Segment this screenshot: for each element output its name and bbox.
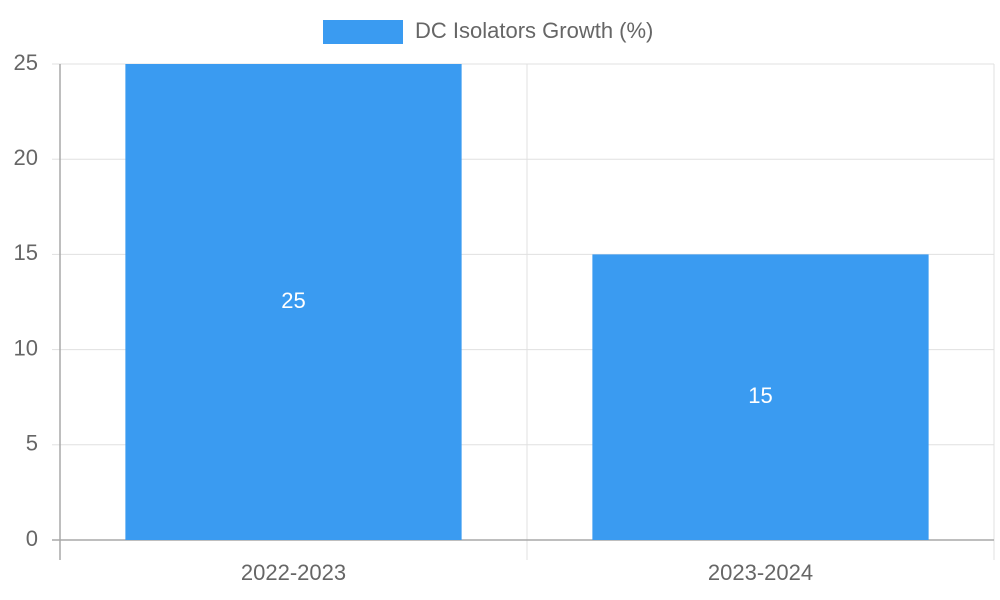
y-tick-label: 25 — [14, 50, 38, 75]
bar[interactable] — [592, 254, 929, 540]
data-label: 25 — [281, 288, 305, 313]
y-tick-label: 20 — [14, 145, 38, 170]
y-tick-label: 5 — [26, 431, 38, 456]
data-labels: 25 15 — [281, 288, 772, 408]
legend[interactable]: DC Isolators Growth (%) — [323, 18, 653, 44]
x-tick-label: 2022-2023 — [241, 560, 346, 585]
y-tick-label: 15 — [14, 240, 38, 265]
legend-swatch — [323, 20, 403, 44]
x-tick-label: 2023-2024 — [708, 560, 813, 585]
bars — [125, 64, 929, 540]
data-label: 15 — [748, 383, 772, 408]
bar[interactable] — [125, 64, 462, 540]
legend-label: DC Isolators Growth (%) — [415, 18, 653, 43]
y-tick-label: 10 — [14, 335, 38, 360]
y-tick-label: 0 — [26, 526, 38, 551]
